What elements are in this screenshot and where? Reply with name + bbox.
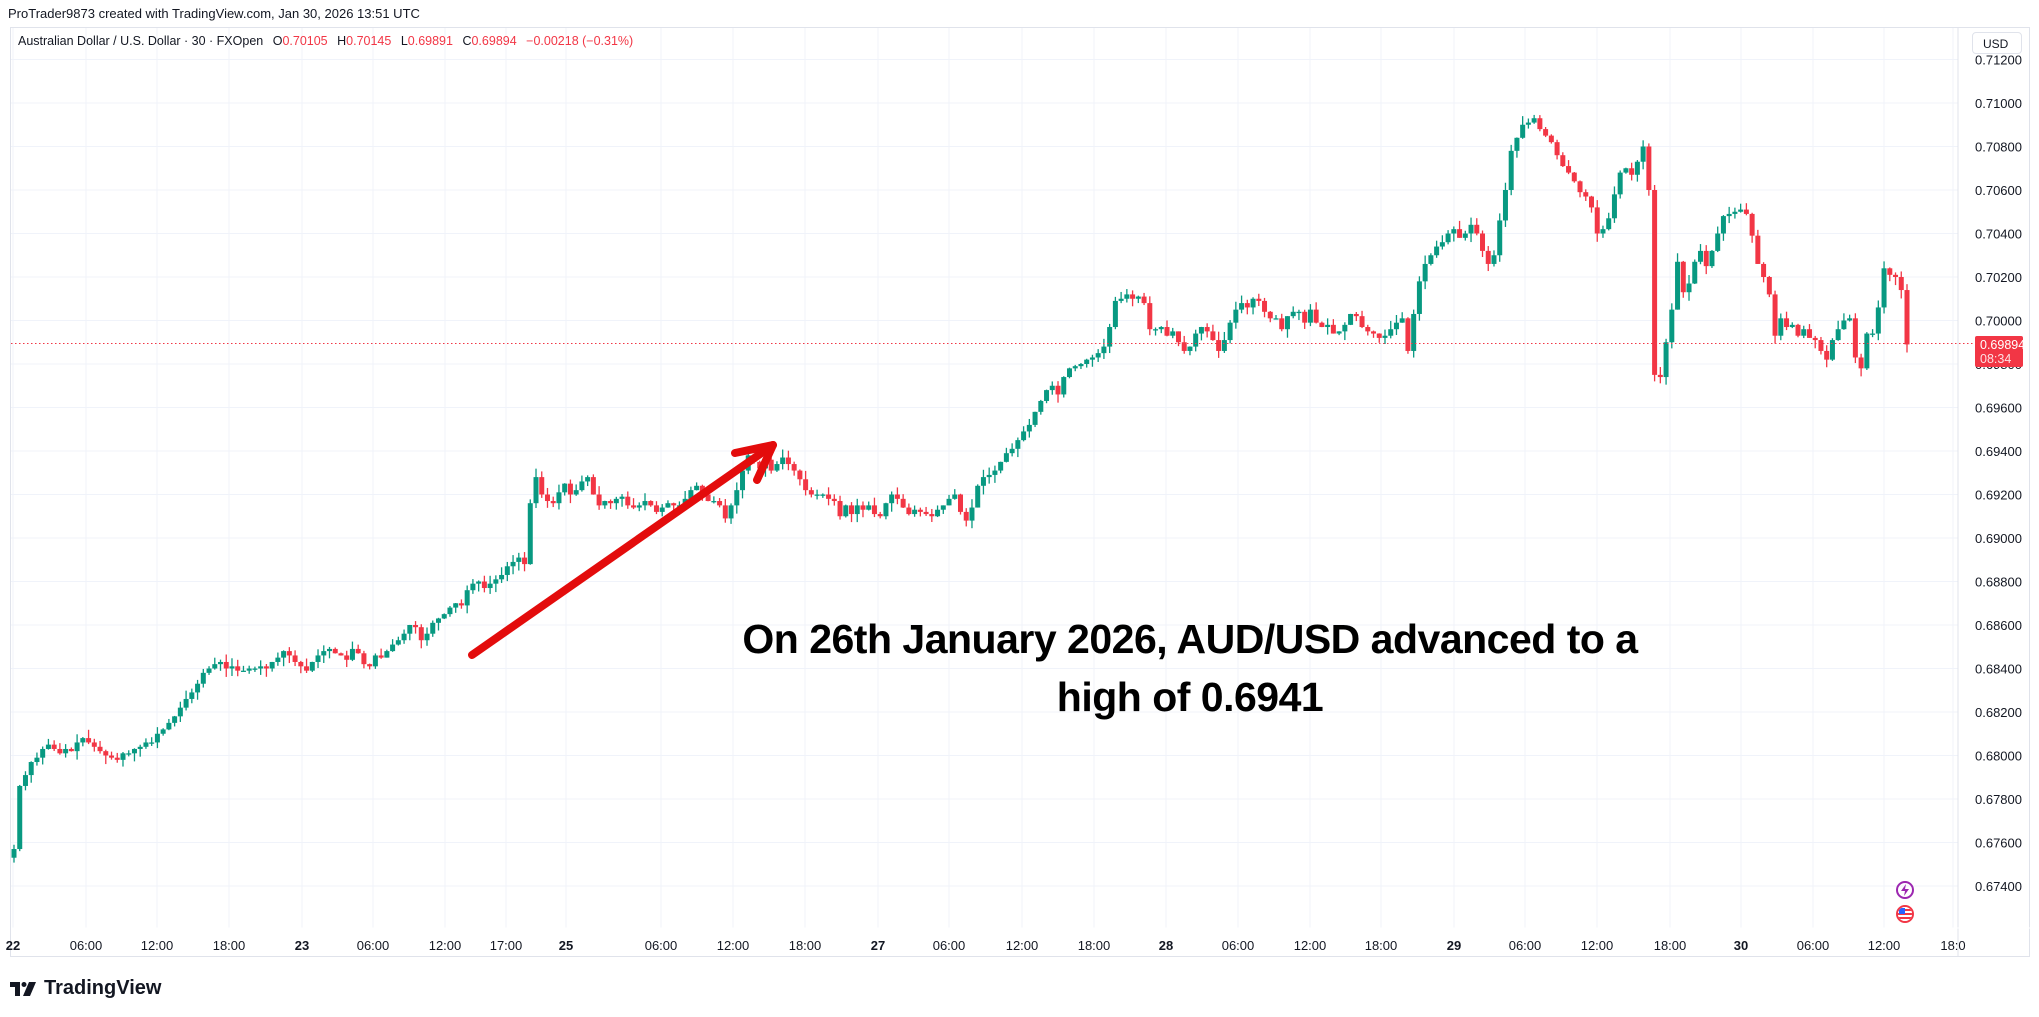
- price-tick: 0.68400: [1975, 662, 2022, 677]
- high-value: 0.70145: [346, 34, 392, 48]
- candles: [11, 114, 1910, 863]
- price-tick: 0.70800: [1975, 140, 2022, 155]
- time-tick: 18:00: [1654, 938, 1687, 953]
- last-price-value: 0.69894: [1980, 338, 2026, 352]
- price-tick: 0.68000: [1975, 749, 2022, 764]
- open-value: 0.70105: [282, 34, 328, 48]
- price-tick: 0.71000: [1975, 96, 2022, 111]
- tradingview-logo[interactable]: TradingView: [10, 977, 161, 1000]
- low-value: 0.69891: [407, 34, 453, 48]
- change-value: −0.00218 (−0.31%): [526, 34, 634, 48]
- time-tick: 28: [1159, 938, 1173, 953]
- price-tick: 0.70000: [1975, 314, 2022, 329]
- price-tick: 0.69000: [1975, 531, 2022, 546]
- time-tick: 30: [1734, 938, 1748, 953]
- chart-credit: ProTrader9873 created with TradingView.c…: [8, 6, 420, 21]
- currency-button[interactable]: USD: [1972, 32, 2022, 54]
- time-tick: 12:00: [1294, 938, 1327, 953]
- tradingview-logo-text: TradingView: [44, 977, 162, 999]
- bar-countdown: 08:34: [1980, 352, 2012, 366]
- time-tick: 18:0: [1940, 938, 1965, 953]
- close-label: C: [462, 34, 472, 48]
- time-tick: 06:00: [1222, 938, 1255, 953]
- price-tick: 0.68800: [1975, 575, 2022, 590]
- time-tick: 12:00: [1006, 938, 1039, 953]
- tradingview-logo-icon: [10, 981, 36, 996]
- chart-annotation: On 26th January 2026, AUD/USD advanced t…: [690, 610, 1690, 726]
- price-tick: 0.67600: [1975, 836, 2022, 851]
- time-tick: 06:00: [933, 938, 966, 953]
- time-tick: 23: [295, 938, 309, 953]
- symbol-title[interactable]: Australian Dollar / U.S. Dollar · 30 · F…: [18, 34, 264, 48]
- lightning-event-icon[interactable]: [1896, 881, 1914, 899]
- price-tick: 0.67400: [1975, 879, 2022, 894]
- price-tick: 0.68200: [1975, 705, 2022, 720]
- time-tick: 06:00: [645, 938, 678, 953]
- price-tick: 0.69200: [1975, 488, 2022, 503]
- open-label: O: [272, 34, 283, 48]
- chart-frame: [10, 27, 2030, 957]
- time-tick: 18:00: [789, 938, 822, 953]
- time-tick: 12:00: [141, 938, 174, 953]
- time-tick: 18:00: [1365, 938, 1398, 953]
- price-tick: 0.69400: [1975, 444, 2022, 459]
- time-tick: 22: [6, 938, 20, 953]
- time-tick: 18:00: [1078, 938, 1111, 953]
- high-label: H: [337, 34, 347, 48]
- time-tick: 18:00: [213, 938, 246, 953]
- price-tick: 0.70600: [1975, 183, 2022, 198]
- time-tick: 17:00: [490, 938, 523, 953]
- price-tick: 0.70200: [1975, 270, 2022, 285]
- last-price-tag: 0.69894 08:34: [1975, 336, 2026, 367]
- time-tick: 06:00: [357, 938, 390, 953]
- close-value: 0.69894: [471, 34, 517, 48]
- annotation-arrow[interactable]: [468, 441, 777, 659]
- time-tick: 25: [559, 938, 573, 953]
- time-tick: 12:00: [1868, 938, 1901, 953]
- time-tick: 27: [871, 938, 885, 953]
- time-tick: 12:00: [429, 938, 462, 953]
- time-tick: 06:00: [70, 938, 103, 953]
- price-tick: 0.70400: [1975, 227, 2022, 242]
- price-tick: 0.68600: [1975, 618, 2022, 633]
- annotation-line-2: high of 0.6941: [1056, 674, 1324, 720]
- time-tick: 06:00: [1797, 938, 1830, 953]
- us-flag-event-icon[interactable]: [1896, 905, 1914, 923]
- price-tick: 0.67800: [1975, 792, 2022, 807]
- price-tick: 0.71200: [1975, 53, 2022, 68]
- time-tick: 06:00: [1509, 938, 1542, 953]
- time-tick: 12:00: [717, 938, 750, 953]
- symbol-legend: Australian Dollar / U.S. Dollar · 30 · F…: [18, 34, 633, 48]
- price-tick: 0.69600: [1975, 401, 2022, 416]
- time-tick: 29: [1447, 938, 1461, 953]
- annotation-line-1: On 26th January 2026, AUD/USD advanced t…: [742, 616, 1638, 662]
- time-tick: 12:00: [1581, 938, 1614, 953]
- low-label: L: [400, 34, 408, 48]
